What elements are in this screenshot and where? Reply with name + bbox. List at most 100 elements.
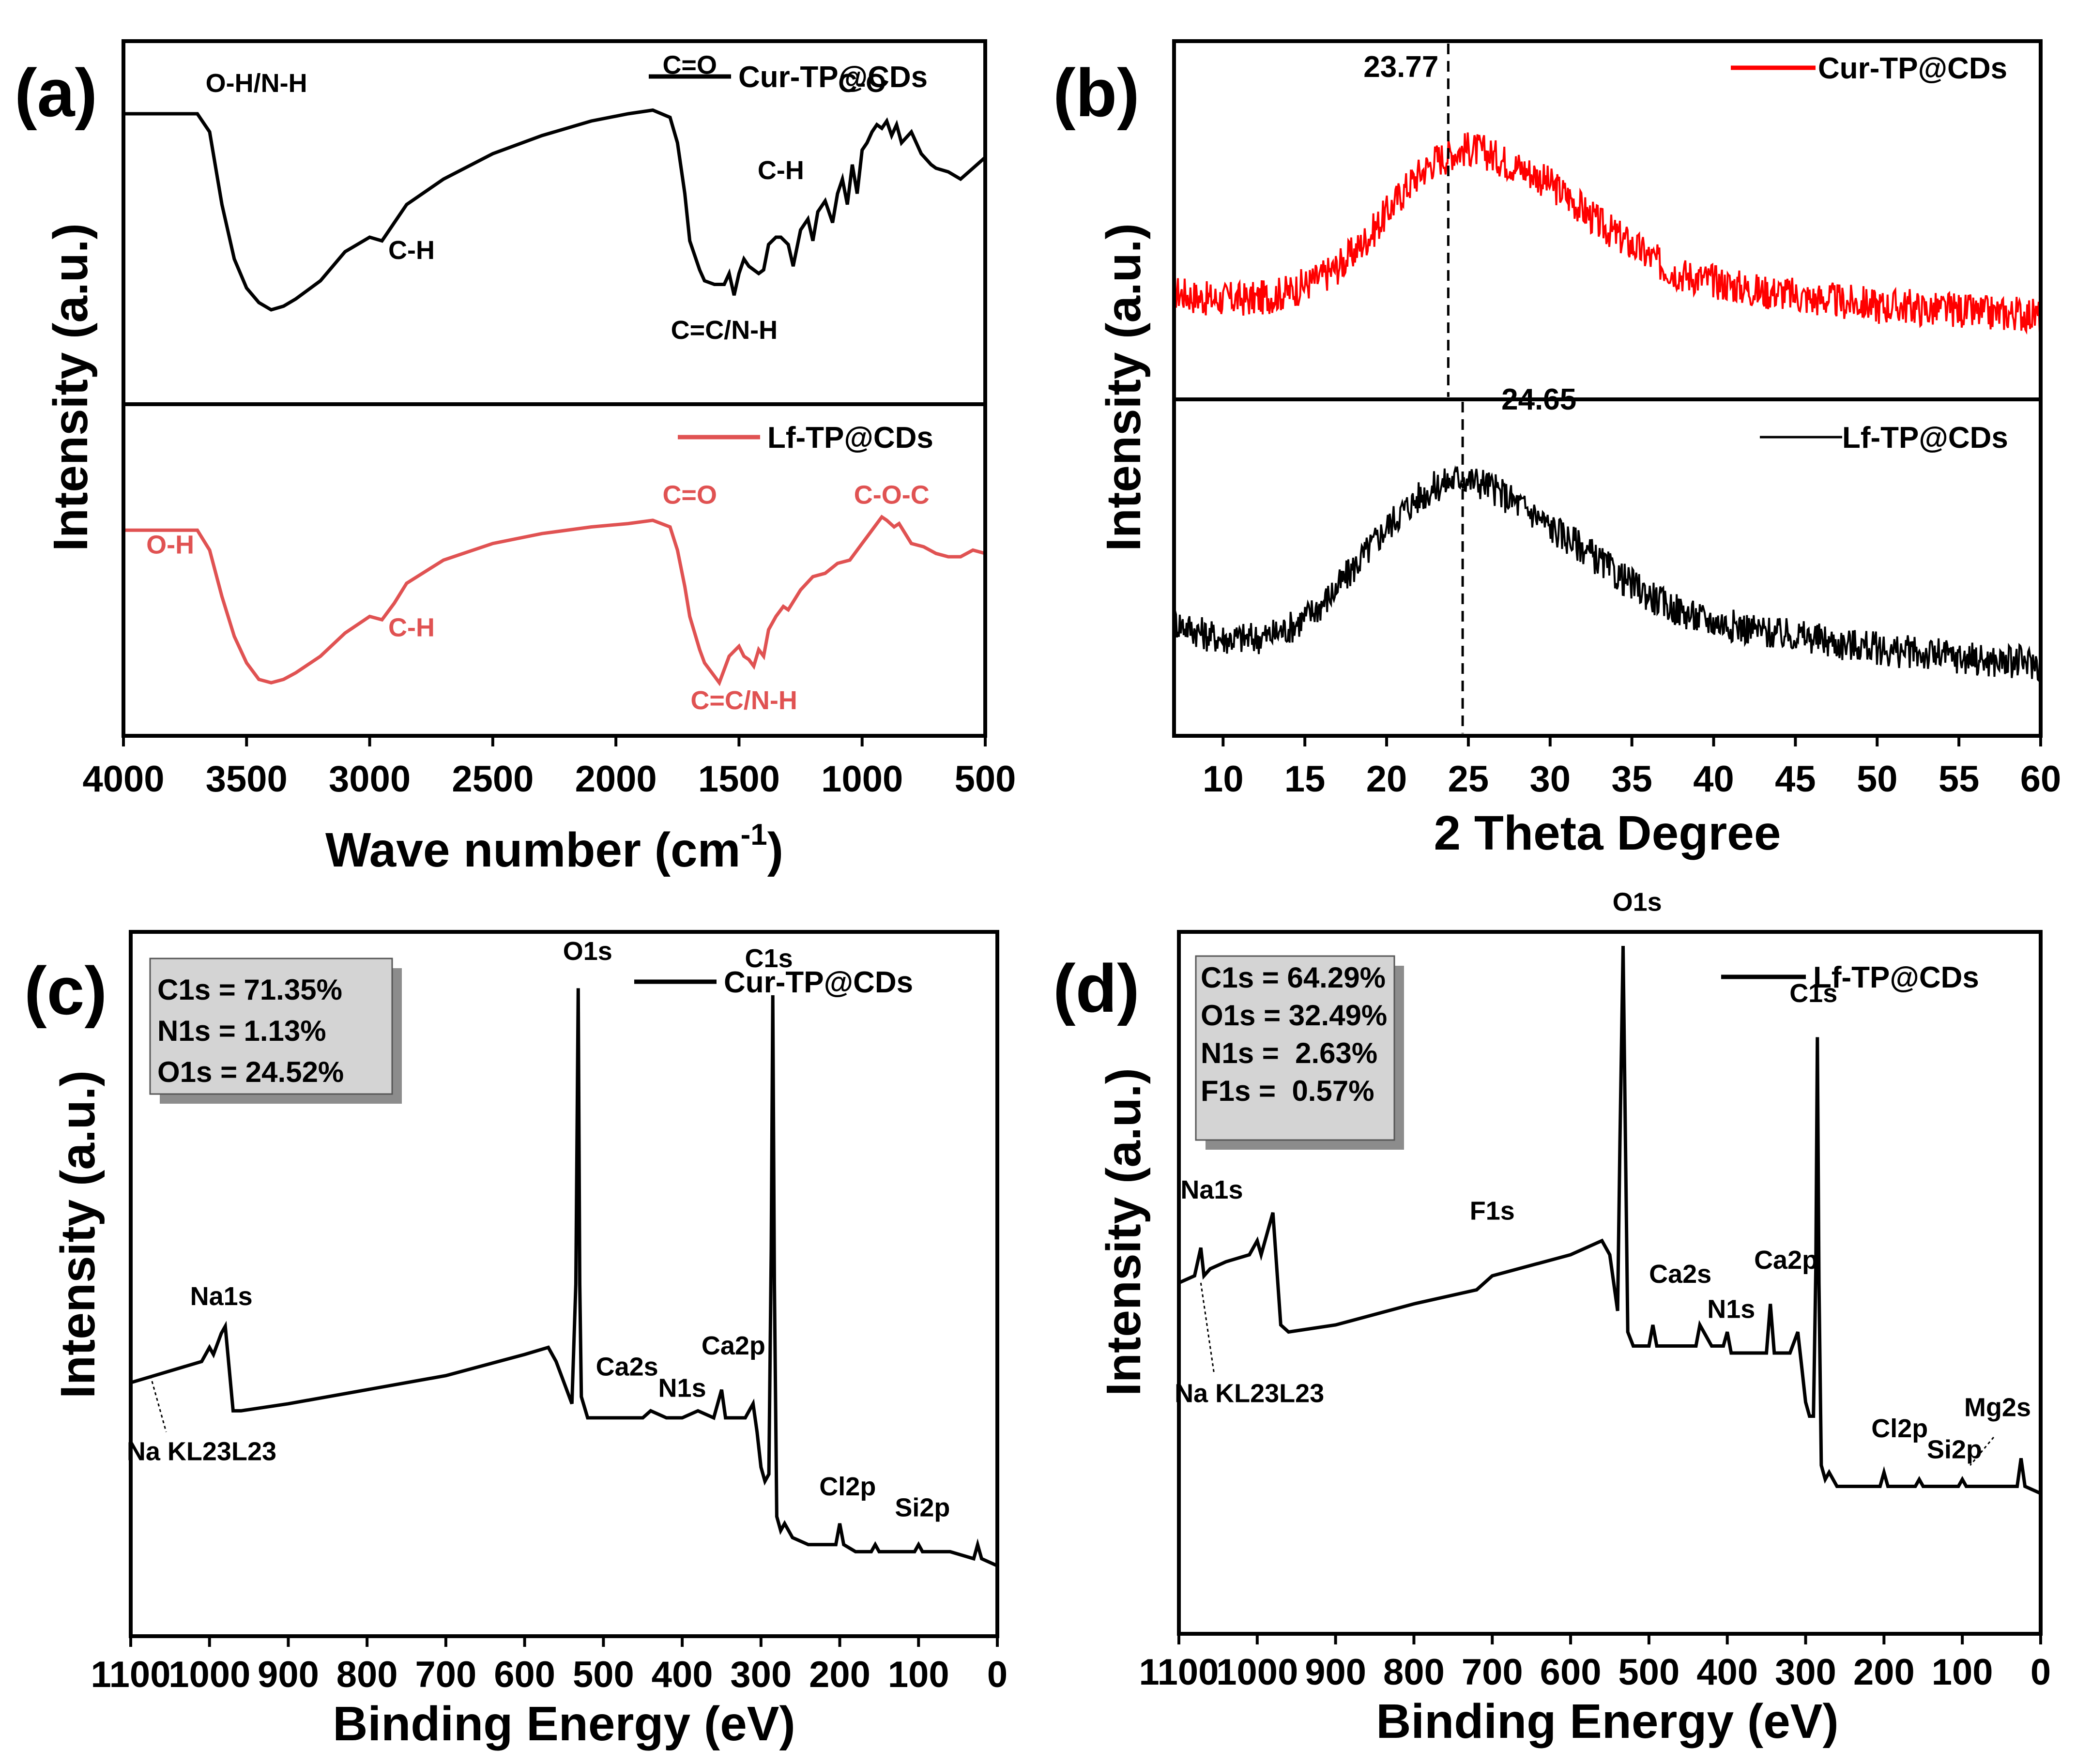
panel-d-peak-labels: Na1s Na KL23L23 F1s O1s Ca2s N1s Ca2p C1s Cl2pSi… <box>1175 888 2031 1464</box>
panel-c-comp-n1s: N1s = 1.13% <box>157 1015 326 1047</box>
panel-d-tick-label-0: 0 <box>2030 1652 2051 1693</box>
panel-a-top-annotations: O-H/N-HC-HC=OC=C/N-HC-HC-O <box>206 51 886 345</box>
panel-c-series-cur-line <box>130 988 998 1567</box>
panel-c-tick-label-700: 700 <box>415 1654 477 1695</box>
panel-c-tick-label-600: 600 <box>494 1654 555 1695</box>
panel-a-top-annotation-5: C-O <box>838 69 886 98</box>
panel-a-legend-cur: Cur-TP@CDs <box>738 61 928 94</box>
panel-d-na-kl-leader <box>1200 1282 1215 1374</box>
panel-c-tick-label-900: 900 <box>258 1654 319 1695</box>
panel-d-tick-label-1100: 1100 <box>1139 1652 1219 1693</box>
panel-a-x-ticks: 4000 3500 3000 2500 2000 1500 1000 500 <box>82 736 1016 800</box>
panel-b-tick-label-45: 45 <box>1775 759 1816 800</box>
panel-b-peak-label-cur: 23.77 <box>1363 50 1438 84</box>
panel-b-tick-label-55: 55 <box>1939 759 1980 800</box>
panel-d-peak-label-10: Mg2s <box>1964 1393 2031 1422</box>
panel-d-peak-label-9: Si2p <box>1927 1435 1982 1464</box>
panel-c-peak-label-4: N1s <box>658 1373 706 1402</box>
panel-c-peak-label-1: Na KL23L23 <box>127 1437 276 1466</box>
panel-c-peak-label-7: Cl2p <box>819 1472 876 1501</box>
panel-d-tick-label-100: 100 <box>1932 1652 1993 1693</box>
panel-c-comp-box <box>149 958 393 1095</box>
panel-c-peak-label-3: Ca2s <box>596 1353 658 1382</box>
panel-b-legend-cur: Cur-TP@CDs <box>1818 52 2007 85</box>
panel-c-tick-label-100: 100 <box>888 1654 949 1695</box>
panel-c-tick-label-200: 200 <box>809 1654 870 1695</box>
panel-b-x-ticks: 10 15 20 25 30 35 40 45 50 55 60 <box>1203 736 2061 800</box>
panel-a-tick-label-2500: 2500 <box>452 759 534 800</box>
panel-b-tick-label-35: 35 <box>1611 759 1652 800</box>
panel-d-peak-label-7: C1s <box>1789 979 1837 1008</box>
panel-a-top-annotation-0: O-H/N-H <box>206 69 307 98</box>
panel-a-tick-label-1000: 1000 <box>821 759 903 800</box>
panel-c-na-kl-leader <box>150 1375 167 1432</box>
panel-a-top-annotation-3: C=C/N-H <box>671 316 778 345</box>
panel-b-label: (b) <box>1053 55 1140 131</box>
panel-a-tick-label-2000: 2000 <box>575 759 657 800</box>
panel-c-comp-c1s: C1s = 71.35% <box>157 973 342 1006</box>
panel-d-mg2s-leader <box>1969 1437 1995 1466</box>
panel-c-tick-label-1100: 1100 <box>91 1654 171 1695</box>
panel-a-tick-label-4000: 4000 <box>82 759 164 800</box>
panel-a-series-cur-line <box>123 108 987 312</box>
panel-a-bottom-frame <box>122 402 987 738</box>
panel-a-bottom-annotation-2: C=O <box>662 481 717 510</box>
panel-a-bottom-annotation-0: O-H <box>146 530 194 559</box>
panel-b-series-lf-line <box>1173 465 2042 683</box>
panel-b-tick-label-30: 30 <box>1530 759 1571 800</box>
panel-c-tick-label-400: 400 <box>652 1654 713 1695</box>
panel-d-tick-label-500: 500 <box>1618 1652 1680 1693</box>
panel-d-peak-label-5: N1s <box>1707 1295 1755 1324</box>
panel-b-y-title: Intensity (a.u.) <box>1097 223 1151 551</box>
panel-d-tick-label-200: 200 <box>1853 1652 1915 1693</box>
panel-a-bottom-annotation-1: C-H <box>388 613 435 642</box>
panel-b-tick-label-50: 50 <box>1857 759 1898 800</box>
panel-d-tick-label-400: 400 <box>1696 1652 1758 1693</box>
panel-d-x-title: Binding Energy (eV) <box>1376 1694 1839 1749</box>
panel-d-comp-o1s: O1s = 32.49% <box>1201 999 1387 1032</box>
panel-d-peak-label-0: Na1s <box>1180 1175 1243 1204</box>
panel-b-bottom-frame <box>1172 397 2043 738</box>
panel-c-frame <box>129 930 999 1638</box>
panel-c-peak-label-0: Na1s <box>190 1282 253 1311</box>
panel-d-peak-label-6: Ca2p <box>1754 1246 1818 1275</box>
panel-d-tick-label-700: 700 <box>1462 1652 1523 1693</box>
panel-a-tick-label-500: 500 <box>955 759 1016 800</box>
panel-b-series-cur-line <box>1173 132 2042 335</box>
panel-a-top-annotation-4: C-H <box>758 156 804 185</box>
panel-b-tick-label-60: 60 <box>2020 759 2061 800</box>
panel-a-top-annotation-1: C-H <box>388 236 435 265</box>
panel-d-peak-label-8: Cl2p <box>1871 1414 1928 1443</box>
panel-c-x-title: Binding Energy (eV) <box>333 1697 795 1751</box>
panel-a-x-title-main: Wave number (cm <box>325 823 741 877</box>
panel-b-tick-label-40: 40 <box>1693 759 1734 800</box>
panel-c-label: (c) <box>24 953 107 1029</box>
panel-d-peak-label-1: Na KL23L23 <box>1175 1379 1324 1408</box>
panel-a-bottom-annotation-4: C-O-C <box>854 481 930 510</box>
panel-d-comp-box <box>1195 955 1395 1141</box>
panel-c-peak-label-5: Ca2p <box>702 1331 765 1360</box>
panel-c-peak-label-2: O1s <box>563 937 612 966</box>
panel-a: (a) 4000 3500 3000 2500 2000 1500 1000 500 O-H/… <box>15 39 1016 877</box>
panel-d-y-title: Intensity (a.u.) <box>1097 1068 1151 1396</box>
panel-a-bottom-annotations: O-H C-H C=O C=C/N-H C-O-C <box>146 481 930 715</box>
panel-c-peak-label-8: Si2p <box>895 1493 950 1522</box>
panel-b-tick-label-20: 20 <box>1366 759 1407 800</box>
panel-d-series-lf-line <box>1178 945 2042 1495</box>
panel-c-comp-o1s: O1s = 24.52% <box>157 1056 344 1088</box>
panel-c-tick-label-0: 0 <box>987 1654 1007 1695</box>
panel-d-peak-label-4: Ca2s <box>1649 1260 1711 1289</box>
panel-d-tick-label-300: 300 <box>1775 1652 1836 1693</box>
panel-c-y-title: Intensity (a.u.) <box>51 1070 105 1399</box>
panel-d-peak-label-3: O1s <box>1613 888 1662 917</box>
panel-b-tick-label-15: 15 <box>1284 759 1326 800</box>
panel-d-tick-label-900: 900 <box>1305 1652 1366 1693</box>
panel-a-x-title-sup: -1 <box>741 818 767 852</box>
panel-a-bottom-annotation-3: C=C/N-H <box>690 686 797 715</box>
panel-d-tick-label-800: 800 <box>1383 1652 1445 1693</box>
